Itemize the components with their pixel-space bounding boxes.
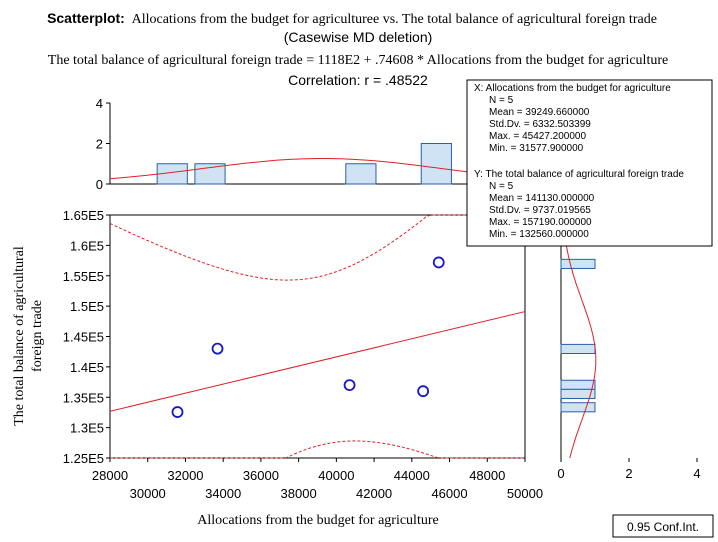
top-hist-tick-label: 4 bbox=[96, 96, 103, 111]
confidence-band-upper bbox=[109, 214, 525, 281]
x-tick-label: 38000 bbox=[281, 486, 317, 501]
x-tick-label: 48000 bbox=[469, 468, 505, 483]
right-hist-tick-label: 0 bbox=[557, 466, 564, 481]
data-point bbox=[211, 342, 224, 355]
top-hist-bar bbox=[420, 143, 452, 185]
y-tick-label: 1.3E5 bbox=[70, 421, 104, 436]
correlation-label: Correlation: r = .48522 bbox=[288, 72, 428, 88]
x-tick-label: 40000 bbox=[318, 468, 354, 483]
chart-subtitle: (Casewise MD deletion) bbox=[284, 29, 433, 45]
top-hist-tick-label: 2 bbox=[96, 137, 103, 152]
statistics-box: X: Allocations from the budget for agric… bbox=[466, 79, 713, 247]
x-tick-label: 50000 bbox=[507, 486, 543, 501]
y-axis-label-line2: foreign trade bbox=[30, 300, 45, 372]
right-hist-tick-label: 2 bbox=[625, 466, 632, 481]
stats-x-max: Max. = 45427.200000 bbox=[489, 131, 586, 142]
top-histogram: 0 2 4 bbox=[96, 96, 526, 192]
right-hist-bar bbox=[560, 343, 596, 355]
data-point bbox=[171, 406, 184, 418]
stats-y-n: N = 5 bbox=[489, 181, 514, 192]
y-tick-label: 1.6E5 bbox=[70, 238, 104, 253]
chart-title-text: Allocations from the budget for agricult… bbox=[132, 12, 657, 27]
legend-conf-int: 0.95 Conf.Int. bbox=[627, 520, 699, 534]
y-tick-label: 1.25E5 bbox=[63, 451, 104, 466]
chart-title-bold: Scatterplot: bbox=[47, 10, 125, 26]
right-hist-bar bbox=[560, 258, 596, 269]
x-tick-label: 36000 bbox=[243, 468, 279, 483]
top-hist-tick-label: 0 bbox=[96, 177, 103, 192]
y-tick-label: 1.35E5 bbox=[63, 390, 104, 405]
stats-x-mean: Mean = 39249.660000 bbox=[489, 107, 590, 118]
x-tick-label: 34000 bbox=[205, 486, 241, 501]
x-tick-label: 28000 bbox=[92, 468, 128, 483]
right-hist-bar bbox=[560, 402, 596, 413]
y-tick-label: 1.5E5 bbox=[70, 299, 104, 314]
stats-y-min: Min. = 132560.000000 bbox=[489, 229, 589, 240]
stats-x-min: Min. = 31577.900000 bbox=[489, 143, 584, 154]
data-point bbox=[417, 385, 430, 398]
x-tick-label: 32000 bbox=[167, 468, 203, 483]
stats-x-stddev: Std.Dv. = 6332.503399 bbox=[489, 119, 591, 130]
stats-y-mean: Mean = 141130.000000 bbox=[489, 193, 595, 204]
y-axis-label-line1: The total balance of agricultural bbox=[12, 246, 27, 426]
x-tick-label: 42000 bbox=[356, 486, 392, 501]
right-hist-bar bbox=[560, 379, 596, 390]
legend: 0.95 Conf.Int. bbox=[612, 514, 714, 538]
stats-x-n: N = 5 bbox=[489, 95, 514, 106]
x-tick-label: 44000 bbox=[394, 468, 430, 483]
chart-title: Scatterplot: Allocations from the budget… bbox=[47, 10, 657, 27]
right-hist-bar bbox=[560, 388, 596, 399]
right-histogram: 0 2 4 bbox=[557, 214, 701, 481]
y-tick-label: 1.55E5 bbox=[63, 269, 104, 284]
top-hist-bar bbox=[345, 163, 377, 185]
stats-x-header: X: Allocations from the budget for agric… bbox=[474, 83, 671, 94]
confidence-band-lower bbox=[110, 440, 525, 459]
stats-y-stddev: Std.Dv. = 9737.019565 bbox=[489, 205, 591, 216]
x-axis-label: Allocations from the budget for agricult… bbox=[197, 513, 438, 528]
y-tick-label: 1.45E5 bbox=[63, 330, 104, 345]
right-hist-tick-label: 4 bbox=[693, 466, 700, 481]
y-tick-label: 1.65E5 bbox=[63, 208, 104, 223]
regression-equation: The total balance of agricultural foreig… bbox=[48, 53, 668, 68]
data-point bbox=[343, 379, 356, 392]
x-tick-label: 30000 bbox=[130, 486, 166, 501]
y-tick-label: 1.4E5 bbox=[70, 360, 104, 375]
top-hist-bar bbox=[194, 163, 226, 185]
regression-line bbox=[109, 311, 526, 412]
scatter-plot-area: 1.25E5 1.3E5 1.35E5 1.4E5 1.45E5 1.5E5 1.55E5 1… bbox=[63, 208, 543, 501]
x-tick-label: 46000 bbox=[431, 486, 467, 501]
data-point bbox=[432, 256, 445, 269]
stats-y-max: Max. = 157190.000000 bbox=[489, 217, 592, 228]
stats-y-header: Y: The total balance of agricultural for… bbox=[474, 169, 684, 180]
